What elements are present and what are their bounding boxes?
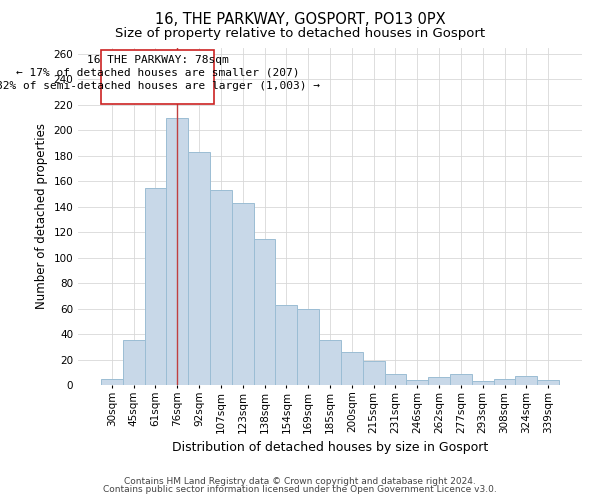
Bar [297, 308, 319, 385]
X-axis label: Distribution of detached houses by size in Gosport: Distribution of detached houses by size … [172, 441, 488, 454]
Bar [537, 380, 559, 385]
Bar [515, 376, 537, 385]
Bar [210, 190, 232, 385]
Bar [166, 118, 188, 385]
Bar [472, 381, 494, 385]
Bar [275, 305, 297, 385]
Bar [254, 238, 275, 385]
Bar [123, 340, 145, 385]
Text: 16, THE PARKWAY, GOSPORT, PO13 0PX: 16, THE PARKWAY, GOSPORT, PO13 0PX [155, 12, 445, 28]
Text: 16 THE PARKWAY: 78sqm: 16 THE PARKWAY: 78sqm [87, 55, 229, 65]
Bar [450, 374, 472, 385]
Bar [341, 352, 363, 385]
Bar [406, 380, 428, 385]
Bar [145, 188, 166, 385]
Text: Contains public sector information licensed under the Open Government Licence v3: Contains public sector information licen… [103, 485, 497, 494]
Text: 82% of semi-detached houses are larger (1,003) →: 82% of semi-detached houses are larger (… [0, 80, 320, 90]
Bar [232, 203, 254, 385]
Bar [188, 152, 210, 385]
Bar [363, 361, 385, 385]
Text: Contains HM Land Registry data © Crown copyright and database right 2024.: Contains HM Land Registry data © Crown c… [124, 477, 476, 486]
Bar [494, 378, 515, 385]
Text: Size of property relative to detached houses in Gosport: Size of property relative to detached ho… [115, 28, 485, 40]
Text: ← 17% of detached houses are smaller (207): ← 17% of detached houses are smaller (20… [16, 68, 299, 78]
Bar [385, 374, 406, 385]
Bar [428, 378, 450, 385]
Bar [319, 340, 341, 385]
Bar [101, 378, 123, 385]
Y-axis label: Number of detached properties: Number of detached properties [35, 123, 48, 309]
FancyBboxPatch shape [101, 50, 214, 104]
